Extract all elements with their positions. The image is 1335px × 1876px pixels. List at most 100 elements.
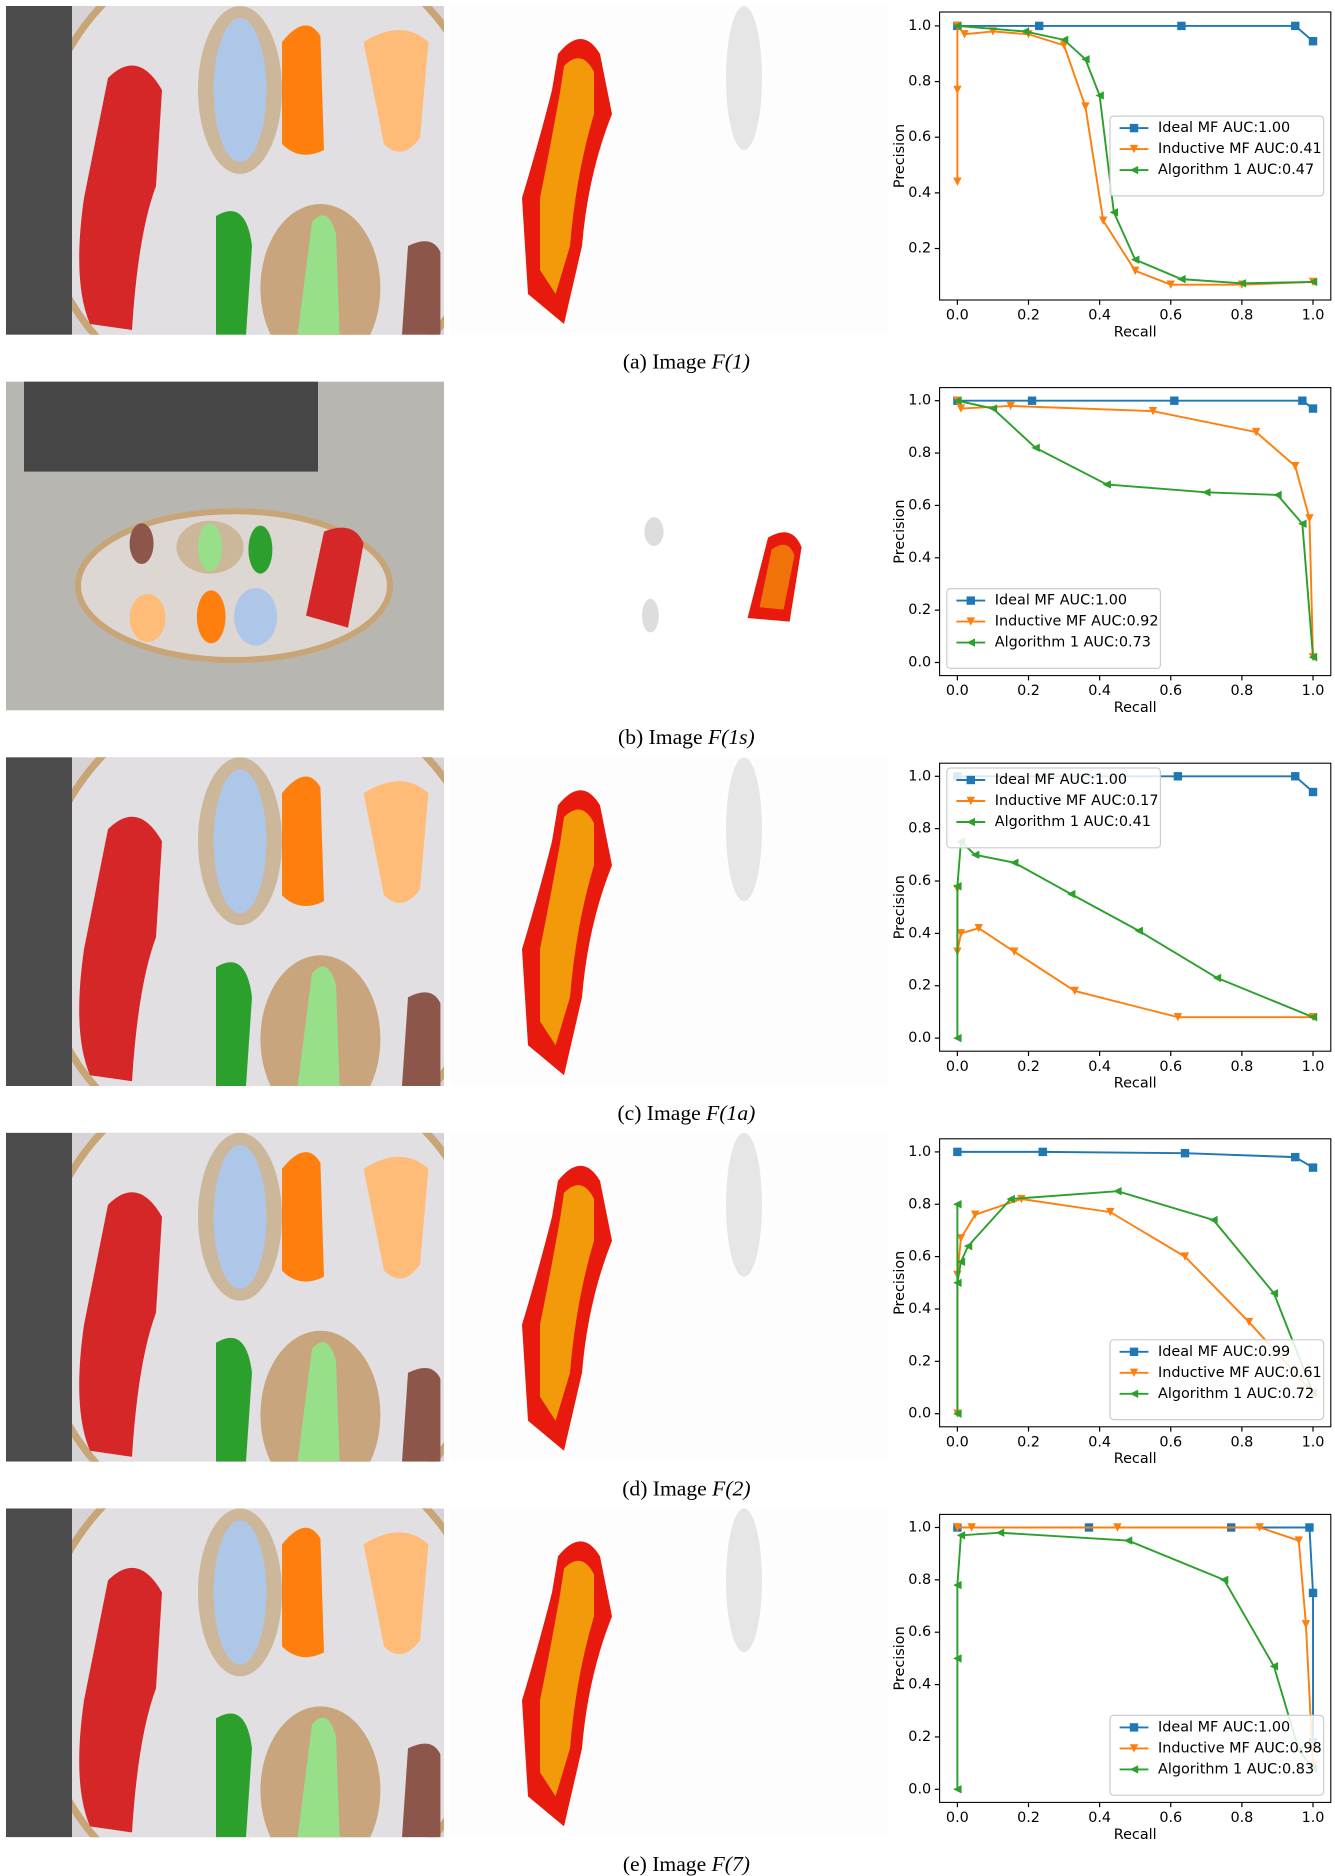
marker: [1209, 1216, 1217, 1224]
x-axis-label: Recall: [1114, 1451, 1157, 1467]
legend-label: Inductive MF AUC:0.98: [1158, 1740, 1322, 1756]
y-tick-label: 0.8: [908, 1196, 931, 1212]
marker: [1213, 974, 1221, 982]
photo: [6, 382, 444, 711]
marker: [1181, 1149, 1189, 1157]
series-line: [957, 842, 1313, 1038]
legend-marker: [967, 776, 975, 784]
legend-label: Algorithm 1 AUC:0.83: [1158, 1761, 1314, 1777]
caption-text: (c) Image: [617, 1101, 700, 1125]
x-tick-label: 0.6: [1159, 1434, 1182, 1450]
y-tick-label: 0.8: [908, 74, 931, 90]
marker: [953, 86, 961, 94]
marker: [964, 1242, 972, 1250]
legend-label: Inductive MF AUC:0.61: [1158, 1365, 1322, 1381]
marker: [1035, 22, 1043, 30]
marker: [1067, 890, 1075, 898]
y-tick-label: 0.6: [908, 1249, 931, 1265]
legend-label: Algorithm 1 AUC:0.72: [1158, 1386, 1314, 1402]
y-tick-label: 0.4: [908, 185, 931, 201]
y-tick-label: 0.2: [908, 1729, 931, 1745]
x-tick-label: 0.4: [1088, 1059, 1111, 1075]
marker: [1305, 1523, 1313, 1531]
caption-name: F(1): [711, 350, 750, 374]
marker: [953, 1148, 961, 1156]
caption-text: (b) Image: [618, 725, 703, 749]
marker: [1291, 462, 1299, 470]
series-line: [957, 1527, 1313, 1742]
photo: [6, 685, 492, 1165]
chart: 0.00.20.40.60.81.00.00.20.40.60.81.0Reca…: [892, 388, 1331, 716]
y-tick-label: 0.2: [908, 602, 931, 618]
x-tick-label: 0.8: [1230, 308, 1253, 324]
legend-marker: [1130, 1348, 1138, 1356]
photo: [6, 1061, 492, 1541]
y-tick-label: 0.4: [908, 1301, 931, 1317]
marker: [1291, 772, 1299, 780]
x-tick-label: 1.0: [1302, 1434, 1325, 1450]
caption-name: F(1s): [707, 725, 755, 749]
caption: (e) Image F(7): [623, 1852, 750, 1876]
legend-label: Inductive MF AUC:0.41: [1158, 141, 1322, 157]
y-tick-label: 0.8: [908, 445, 931, 461]
marker: [1309, 788, 1317, 796]
x-axis-label: Recall: [1114, 324, 1157, 340]
caption: (a) Image F(1): [623, 350, 750, 374]
heatmap: [450, 1508, 888, 1837]
marker: [1273, 491, 1281, 499]
marker: [1131, 255, 1139, 263]
marker: [1177, 275, 1185, 283]
legend-label: Ideal MF AUC:1.00: [1158, 120, 1290, 136]
y-tick-label: 0.6: [908, 873, 931, 889]
marker: [1302, 1620, 1310, 1628]
legend-label: Algorithm 1 AUC:0.41: [995, 814, 1151, 830]
legend: Ideal MF AUC:0.99 Inductive MF AUC:0.61 Al…: [1110, 1340, 1324, 1420]
caption-name: F(2): [711, 1476, 750, 1500]
x-tick-label: 0.2: [1017, 1059, 1040, 1075]
y-tick-label: 0.4: [908, 925, 931, 941]
heatmap: [450, 757, 888, 1086]
x-tick-label: 0.6: [1159, 1059, 1182, 1075]
x-tick-label: 0.4: [1088, 1810, 1111, 1826]
x-tick-label: 0.8: [1230, 683, 1253, 699]
legend-marker: [1130, 1723, 1138, 1731]
x-tick-label: 0.8: [1230, 1810, 1253, 1826]
x-axis-label: Recall: [1114, 1076, 1157, 1092]
x-tick-label: 0.2: [1017, 1434, 1040, 1450]
marker: [1291, 22, 1299, 30]
y-tick-label: 0.4: [908, 1677, 931, 1693]
y-tick-label: 0.2: [908, 978, 931, 994]
y-tick-label: 0.0: [908, 1781, 931, 1797]
legend-marker: [967, 596, 975, 604]
marker: [996, 1529, 1004, 1537]
y-tick-label: 0.2: [908, 241, 931, 257]
x-tick-label: 0.6: [1159, 1810, 1182, 1826]
y-tick-label: 0.8: [908, 821, 931, 837]
y-axis-label: Precision: [892, 1626, 908, 1690]
x-tick-label: 0.0: [946, 683, 969, 699]
legend-label: Ideal MF AUC:0.99: [1158, 1344, 1290, 1360]
photo: [6, 1436, 492, 1876]
marker: [989, 404, 997, 412]
marker: [1174, 772, 1182, 780]
y-axis-label: Precision: [892, 875, 908, 939]
y-tick-label: 0.6: [908, 129, 931, 145]
y-tick-label: 1.0: [908, 393, 931, 409]
marker: [1309, 404, 1317, 412]
y-tick-label: 0.6: [908, 1624, 931, 1640]
x-tick-label: 0.2: [1017, 308, 1040, 324]
legend: Ideal MF AUC:1.00Inductive MF AUC:0.17Al…: [947, 768, 1161, 848]
y-axis-label: Precision: [892, 124, 908, 188]
x-tick-label: 1.0: [1302, 683, 1325, 699]
marker: [1113, 1187, 1121, 1195]
y-tick-label: 0.2: [908, 1353, 931, 1369]
x-tick-label: 0.0: [946, 1810, 969, 1826]
legend-marker: [1130, 124, 1138, 132]
legend-label: Ideal MF AUC:1.00: [995, 772, 1127, 788]
x-tick-label: 0.6: [1159, 683, 1182, 699]
x-tick-label: 0.0: [946, 308, 969, 324]
caption: (d) Image F(2): [622, 1476, 750, 1500]
images: [6, 0, 888, 1876]
marker: [1170, 396, 1178, 404]
